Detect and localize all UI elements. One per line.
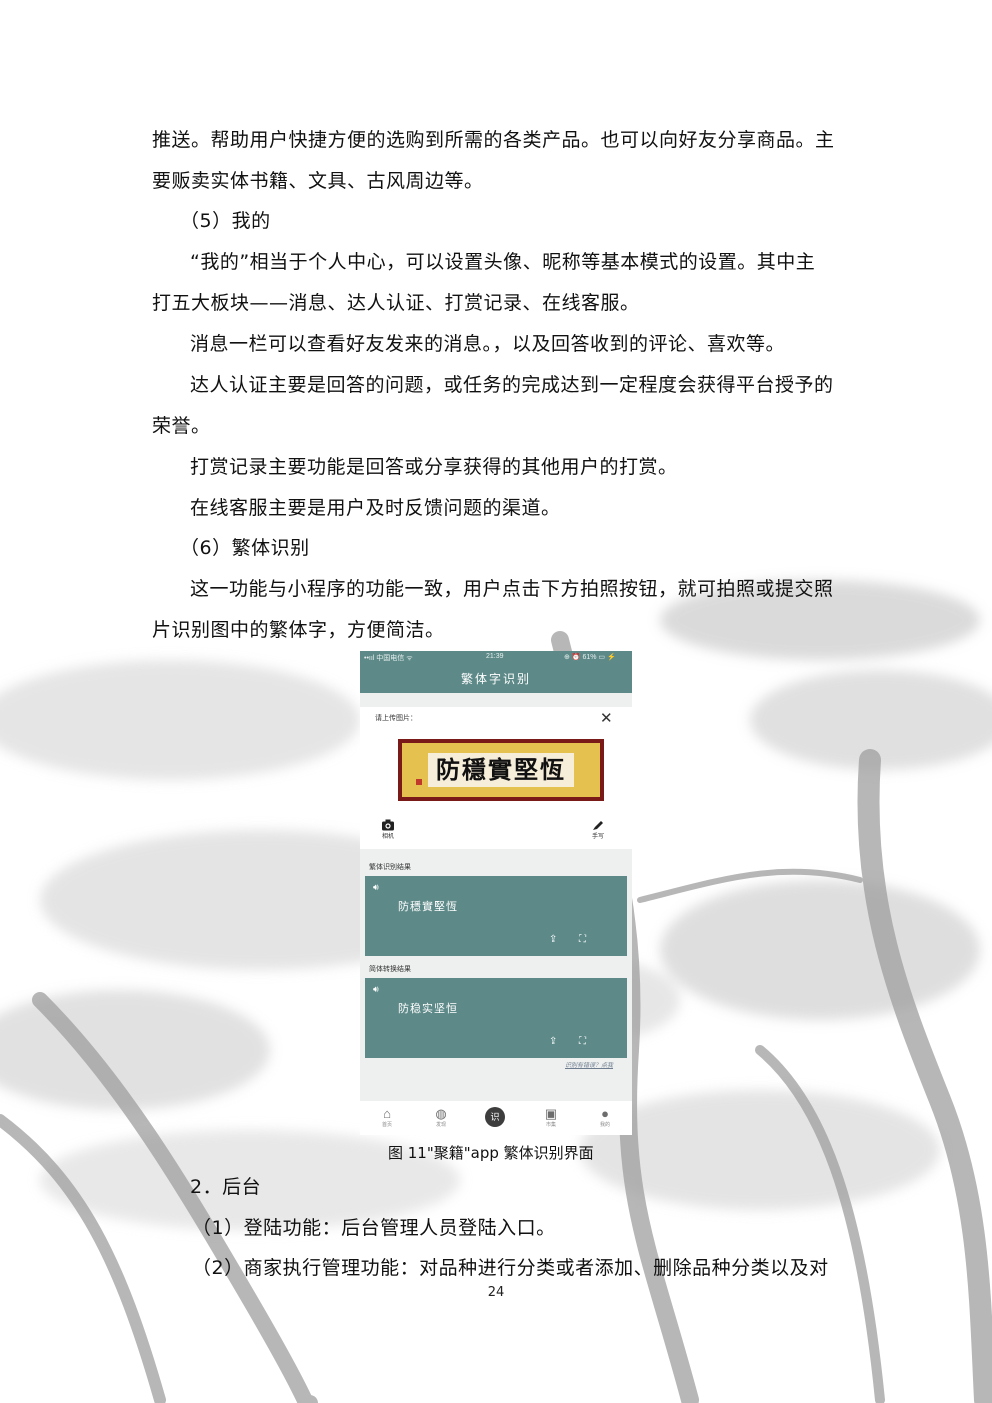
expand-icon[interactable]: ⛶ <box>579 934 586 945</box>
paragraph-line: （1）登陆功能：后台管理人员登陆入口。 <box>192 1217 556 1239</box>
user-icon: ● <box>601 1106 609 1121</box>
tab-recognize[interactable]: 识 <box>485 1107 505 1127</box>
paragraph-line: （2）商家执行管理功能：对品种进行分类或者添加、删除品种分类以及对 <box>192 1257 829 1279</box>
nav-title: 繁体字识别 <box>360 665 632 693</box>
simplified-result-label: 简体转换结果 <box>369 966 411 973</box>
tab-label: 市集 <box>545 1122 556 1128</box>
paragraph-line: 打赏记录主要功能是回答或分享获得的其他用户的打赏。 <box>190 456 678 478</box>
traditional-result-label: 繁体识别结果 <box>369 864 411 871</box>
section-heading: （6）繁体识别 <box>180 537 310 559</box>
paragraph-line: 达人认证主要是回答的问题，或任务的完成达到一定程度会获得平台授予的 <box>190 374 834 396</box>
paragraph-line: 打五大板块——消息、达人认证、打赏记录、在线客服。 <box>152 292 640 314</box>
camera-icon <box>382 819 394 831</box>
uploaded-image: 防穩實堅恆 <box>398 739 604 801</box>
paragraph-line: 这一功能与小程序的功能一致，用户点击下方拍照按钮，就可拍照或提交照 <box>190 578 834 600</box>
page-number: 24 <box>487 1285 505 1300</box>
paragraph-line: 荣誉。 <box>152 415 211 437</box>
battery-status: ⊕ ⏰ 61% ▭ ⚡ <box>564 654 616 661</box>
tab-home[interactable]: ⌂ 首页 <box>367 1106 407 1128</box>
feedback-link[interactable]: 识别有错误？点我 <box>565 1063 614 1069</box>
traditional-result-card: 🔊︎ 防穩實堅恆 ⇪ ⛶ <box>365 876 627 956</box>
figure-caption: 图 11"聚籍"app 繁体识别界面 <box>388 1144 594 1162</box>
plaque-border: 防穩實堅恆 <box>402 743 600 797</box>
tab-label: 首页 <box>381 1122 392 1128</box>
upload-label: 请上传图片： <box>375 715 417 722</box>
section-heading: （5）我的 <box>180 210 271 232</box>
simplified-result-card: 🔊︎ 防稳实坚恒 ⇪ ⛶ <box>365 978 627 1058</box>
section-heading: 2．后台 <box>190 1176 262 1198</box>
tab-bar: ⌂ 首页 ◍ 发现 识 ▣ 市集 ● 我的 <box>360 1101 632 1135</box>
camera-button[interactable]: 相机 <box>382 819 394 840</box>
paragraph-line: 在线客服主要是用户及时反馈问题的渠道。 <box>190 497 561 519</box>
app-screenshot: ••ııl 中国电信 ᯤ 21:39 ⊕ ⏰ 61% ▭ ⚡ 繁体字识别 请上传… <box>360 651 632 1135</box>
tab-mine[interactable]: ● 我的 <box>585 1106 625 1128</box>
planet-icon: ◍ <box>435 1106 447 1121</box>
seal-stamp <box>416 779 422 785</box>
status-bar: ••ııl 中国电信 ᯤ 21:39 ⊕ ⏰ 61% ▭ ⚡ <box>360 651 632 665</box>
carrier-signal: ••ııl 中国电信 ᯤ <box>364 655 413 662</box>
paragraph-line: 要贩卖实体书籍、文具、古风周边等。 <box>152 170 484 192</box>
paragraph-line: 消息一栏可以查看好友发来的消息。，以及回答收到的评论、喜欢等。 <box>190 333 786 355</box>
camera-label: 相机 <box>382 834 395 840</box>
handwrite-button[interactable]: 手写 <box>592 819 604 840</box>
pen-icon <box>593 821 603 830</box>
share-icon[interactable]: ⇪ <box>549 934 558 945</box>
tab-label: 发现 <box>435 1122 446 1128</box>
simplified-result-text: 防稳实坚恒 <box>398 1003 458 1015</box>
plaque-calligraphy: 防穩實堅恆 <box>428 753 574 787</box>
speaker-icon[interactable]: 🔊︎ <box>373 882 379 892</box>
paragraph-line: “我的”相当于个人中心，可以设置头像、昵称等基本模式的设置。其中主 <box>190 251 816 273</box>
home-icon: ⌂ <box>383 1106 391 1121</box>
paragraph-line: 推送。帮助用户快捷方便的选购到所需的各类产品。也可以向好友分享商品。主 <box>152 129 835 151</box>
bag-icon: ▣ <box>544 1106 558 1121</box>
share-icon[interactable]: ⇪ <box>549 1036 558 1047</box>
traditional-result-text: 防穩實堅恆 <box>398 901 458 913</box>
tab-discover[interactable]: ◍ 发现 <box>421 1106 461 1128</box>
expand-icon[interactable]: ⛶ <box>579 1036 586 1047</box>
speaker-icon[interactable]: 🔊︎ <box>373 984 379 994</box>
paragraph-line: 片识别图中的繁体字，方便简洁。 <box>152 619 445 641</box>
handwrite-label: 手写 <box>592 834 605 840</box>
tab-label: 我的 <box>599 1122 610 1128</box>
upload-panel[interactable]: 请上传图片： ✕ 防穩實堅恆 相机 手写 <box>360 707 632 849</box>
status-time: 21:39 <box>486 653 504 660</box>
close-icon[interactable]: ✕ <box>600 710 613 727</box>
tab-market[interactable]: ▣ 市集 <box>531 1106 571 1128</box>
